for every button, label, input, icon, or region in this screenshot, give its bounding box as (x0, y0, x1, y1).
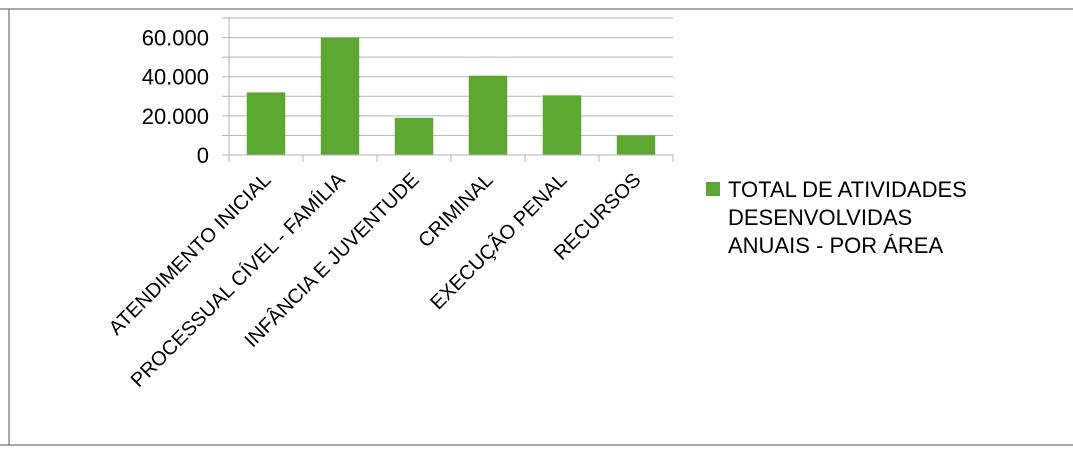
bar-3 (394, 117, 434, 155)
bar-2 (320, 37, 360, 156)
legend-label-line: TOTAL DE ATIVIDADES (728, 177, 967, 202)
legend-label-line: ANUAIS - POR ÁREA (728, 233, 943, 258)
y-tick-label: 20.000 (142, 104, 209, 129)
bar-4 (468, 75, 508, 155)
bar-6 (616, 135, 656, 155)
bars (246, 37, 656, 156)
legend-swatch (706, 182, 720, 196)
grid-lines (229, 17, 673, 136)
y-tick-labels: 0 20.000 40.000 60.000 (142, 26, 209, 168)
bar-5 (542, 95, 582, 155)
y-tick-label: 0 (197, 143, 209, 168)
y-tick-label: 40.000 (142, 65, 209, 90)
legend-label-line: DESENVOLVIDAS (728, 205, 912, 230)
axes (222, 17, 674, 162)
y-tick-label: 60.000 (142, 26, 209, 51)
legend-label: TOTAL DE ATIVIDADES DESENVOLVIDAS ANUAIS -… (728, 177, 967, 258)
bar-1 (246, 92, 286, 155)
legend: TOTAL DE ATIVIDADES DESENVOLVIDAS ANUAIS -… (706, 177, 967, 258)
x-tick-label: EXECUÇÃO PENAL (425, 168, 572, 315)
